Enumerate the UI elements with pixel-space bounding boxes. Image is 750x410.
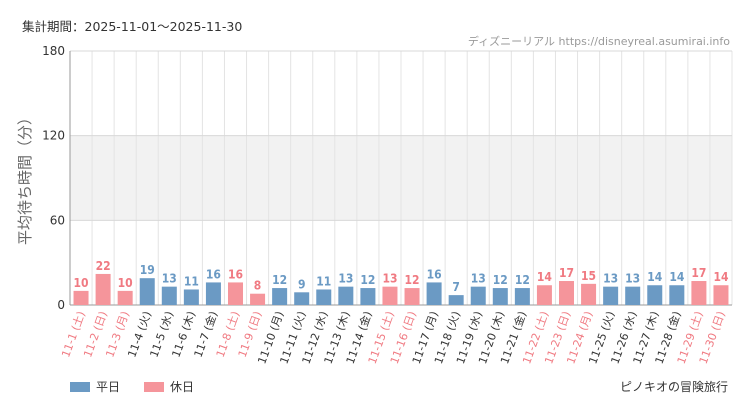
bar-value-label: 13 <box>382 272 397 286</box>
bar[interactable] <box>404 288 420 305</box>
bar[interactable] <box>448 295 464 305</box>
bar[interactable] <box>492 288 508 305</box>
bar-value-label: 10 <box>74 276 89 290</box>
bar[interactable] <box>603 286 619 305</box>
bar-value-label: 17 <box>691 266 706 280</box>
bar[interactable] <box>316 289 332 305</box>
bar[interactable] <box>250 293 266 305</box>
y-tick-label: 120 <box>42 129 65 143</box>
weekday-swatch <box>70 381 90 392</box>
bar[interactable] <box>272 288 288 305</box>
bar-value-label: 22 <box>96 259 111 273</box>
bar-value-label: 7 <box>452 280 460 294</box>
bar[interactable] <box>227 282 244 305</box>
bar[interactable] <box>647 285 663 305</box>
bar-value-label: 10 <box>118 276 133 290</box>
bar[interactable] <box>536 285 552 305</box>
bar[interactable] <box>205 282 221 305</box>
legend-weekday-label: 平日 <box>96 380 121 394</box>
legend-item-holiday[interactable]: 休日 <box>144 378 194 395</box>
bar-value-label: 8 <box>254 279 262 293</box>
attraction-name: ピノキオの冒険旅行 <box>619 380 728 394</box>
bar[interactable] <box>95 273 111 305</box>
bar[interactable] <box>73 290 89 305</box>
bar-value-label: 12 <box>515 273 530 287</box>
bar-value-label: 12 <box>360 273 375 287</box>
bar-value-label: 13 <box>625 272 640 286</box>
bar-value-label: 13 <box>338 272 353 286</box>
y-tick-label: 0 <box>57 298 65 312</box>
bar-value-label: 16 <box>427 267 442 281</box>
bar-value-label: 16 <box>206 267 221 281</box>
bar-value-label: 12 <box>272 273 287 287</box>
bar[interactable] <box>360 288 376 305</box>
bar-value-label: 19 <box>140 263 155 277</box>
period-label: 集計期間：2025-11-01〜2025-11-30 <box>22 19 243 34</box>
holiday-swatch <box>144 381 165 392</box>
bar-value-label: 17 <box>559 266 574 280</box>
bar[interactable] <box>514 288 530 305</box>
bar[interactable] <box>183 289 199 305</box>
bar[interactable] <box>691 281 707 305</box>
bar-value-label: 11 <box>184 274 199 288</box>
bar-value-label: 13 <box>603 272 618 286</box>
bar-value-label: 15 <box>581 269 596 283</box>
bar[interactable] <box>713 285 729 305</box>
bar[interactable] <box>581 283 597 305</box>
bar[interactable] <box>558 281 575 305</box>
bar[interactable] <box>382 286 398 305</box>
legend-holiday-label: 休日 <box>170 380 195 394</box>
bar[interactable] <box>426 282 442 305</box>
bar[interactable] <box>294 292 310 305</box>
bar[interactable] <box>139 278 155 305</box>
bar[interactable] <box>669 285 685 305</box>
bar-value-label: 14 <box>669 270 685 284</box>
legend-item-weekday[interactable]: 平日 <box>70 378 120 395</box>
legend: 平日 休日 <box>70 378 194 395</box>
bar[interactable] <box>470 286 486 305</box>
bar-value-label: 13 <box>162 272 177 286</box>
bar-value-label: 12 <box>405 273 420 287</box>
bar-value-label: 11 <box>316 274 331 288</box>
bar-value-label: 13 <box>471 272 486 286</box>
bar-value-label: 16 <box>228 267 243 281</box>
y-tick-label: 180 <box>42 44 65 58</box>
bar-value-label: 9 <box>298 277 306 291</box>
bar[interactable] <box>625 286 641 305</box>
bar-value-label: 14 <box>537 270 553 284</box>
bar-value-label: 14 <box>647 270 663 284</box>
bar-value-label: 12 <box>493 273 508 287</box>
bar[interactable] <box>338 286 354 305</box>
y-tick-label: 60 <box>50 213 65 227</box>
source-link[interactable]: ディズニーリアル https://disneyreal.asumirai.inf… <box>467 35 730 48</box>
bar[interactable] <box>161 286 177 305</box>
bar-value-label: 14 <box>713 270 729 284</box>
bar[interactable] <box>117 290 133 305</box>
